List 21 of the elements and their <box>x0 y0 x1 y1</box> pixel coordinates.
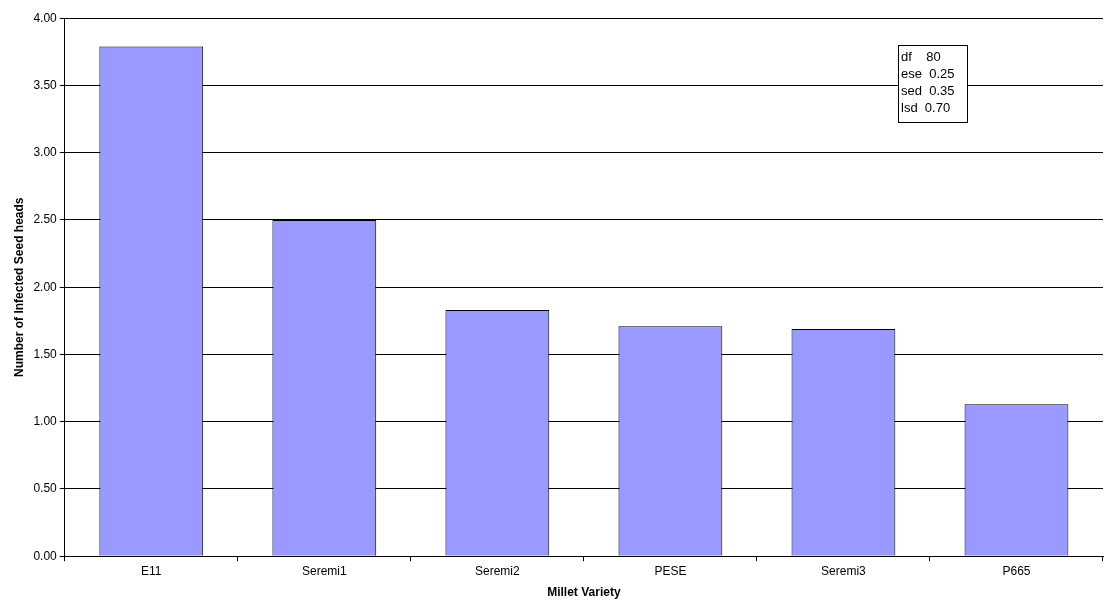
y-tick-label: 2.50 <box>33 212 58 227</box>
x-tick-label: Seremi1 <box>301 563 347 578</box>
y-tick-label: 3.00 <box>33 145 58 160</box>
x-tick-label: Seremi2 <box>475 563 521 578</box>
y-tick-label: 0.50 <box>33 481 58 496</box>
y-tick-label: 4.00 <box>33 10 58 25</box>
y-tick-label: 3.50 <box>33 77 58 92</box>
x-tick-label: Seremi3 <box>821 563 867 578</box>
y-tick-label: 1.00 <box>33 414 58 429</box>
annotation: ese 0.25 <box>901 65 955 82</box>
annotation: df 80 <box>901 48 942 65</box>
x-axis-title: Millet Variety <box>547 585 621 600</box>
y-axis-title: Number of Infected Seed heads <box>11 197 26 377</box>
y-tick-label: 1.50 <box>33 346 58 361</box>
annotation: lsd 0.70 <box>901 99 952 116</box>
x-tick-label: E11 <box>141 563 162 578</box>
x-tick-label: PESE <box>654 563 687 578</box>
x-tick-label: P665 <box>1002 563 1031 578</box>
y-tick-label: 2.00 <box>33 279 58 294</box>
annotation: sed 0.35 <box>901 82 955 99</box>
y-tick-label: 0.00 <box>33 548 58 563</box>
